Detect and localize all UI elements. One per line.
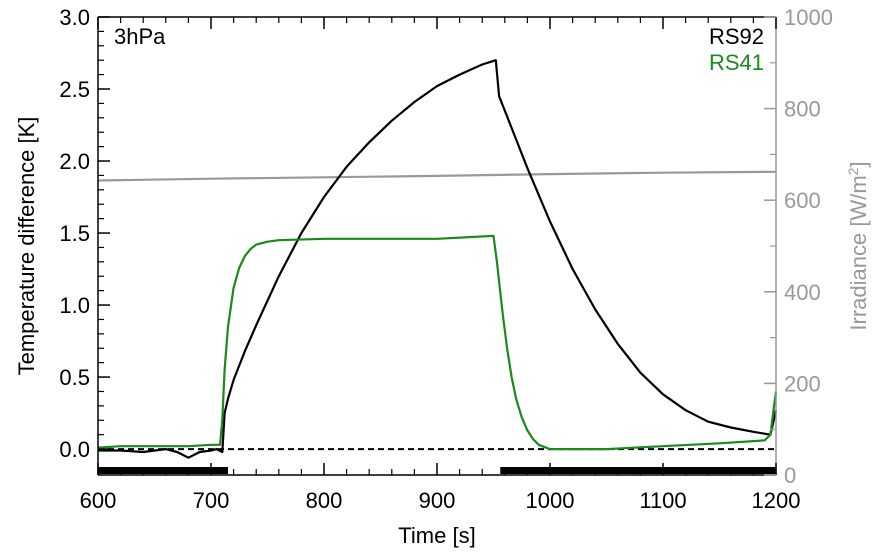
series-group — [97, 59, 778, 459]
x-tick-label: 900 — [419, 488, 456, 513]
legend-rs41: RS41 — [709, 50, 764, 75]
y2-tick-label: 0 — [784, 463, 796, 488]
exposure-segment-1 — [500, 467, 776, 474]
pressure-annotation: 3hPa — [114, 24, 166, 49]
y-tick-label: 3.0 — [59, 5, 90, 30]
exposure-segment-0 — [98, 467, 228, 474]
y-axis-title: Temperature difference [K] — [14, 117, 39, 376]
y-tick-label: 2.0 — [59, 149, 90, 174]
y-tick-label: 1.0 — [59, 293, 90, 318]
y-tick-label: 2.5 — [59, 77, 90, 102]
exposure-bar — [98, 467, 776, 474]
x-axis-title: Time [s] — [398, 523, 475, 548]
y2-axis-title-end: ] — [846, 161, 871, 167]
legend-rs92: RS92 — [709, 24, 764, 49]
series-line-rs92 — [98, 59, 778, 459]
y2-tick-label: 400 — [784, 280, 821, 305]
x-tick-label: 1000 — [526, 488, 575, 513]
y2-tick-label: 800 — [784, 97, 821, 122]
y-tick-label: 0.5 — [59, 365, 90, 390]
y-tick-label: 1.5 — [59, 221, 90, 246]
series-line-rs41 — [97, 234, 778, 451]
series-line-irradiance — [97, 170, 777, 182]
y2-tick-label: 600 — [784, 188, 821, 213]
y2-axis-title: Irradiance [W/m2] — [845, 161, 871, 330]
y2-axis-title-main: Irradiance [W/m — [846, 175, 871, 330]
x-tick-label: 600 — [80, 488, 117, 513]
y2-tick-label: 1000 — [784, 5, 833, 30]
y2-tick-label: 200 — [784, 371, 821, 396]
x-tick-label: 1100 — [639, 488, 686, 513]
plot-area — [98, 17, 776, 475]
x-tick-label: 1200 — [752, 488, 801, 513]
y2-axis-title-superscript: 2 — [845, 167, 861, 175]
x-tick-label: 800 — [306, 488, 343, 513]
axes: 600 700 800 900 1000 1100 1200 0.0 0.5 1.0 1.5 2.0 2… — [59, 5, 833, 513]
y-tick-label: 0.0 — [59, 437, 90, 462]
x-tick-label: 700 — [193, 488, 230, 513]
